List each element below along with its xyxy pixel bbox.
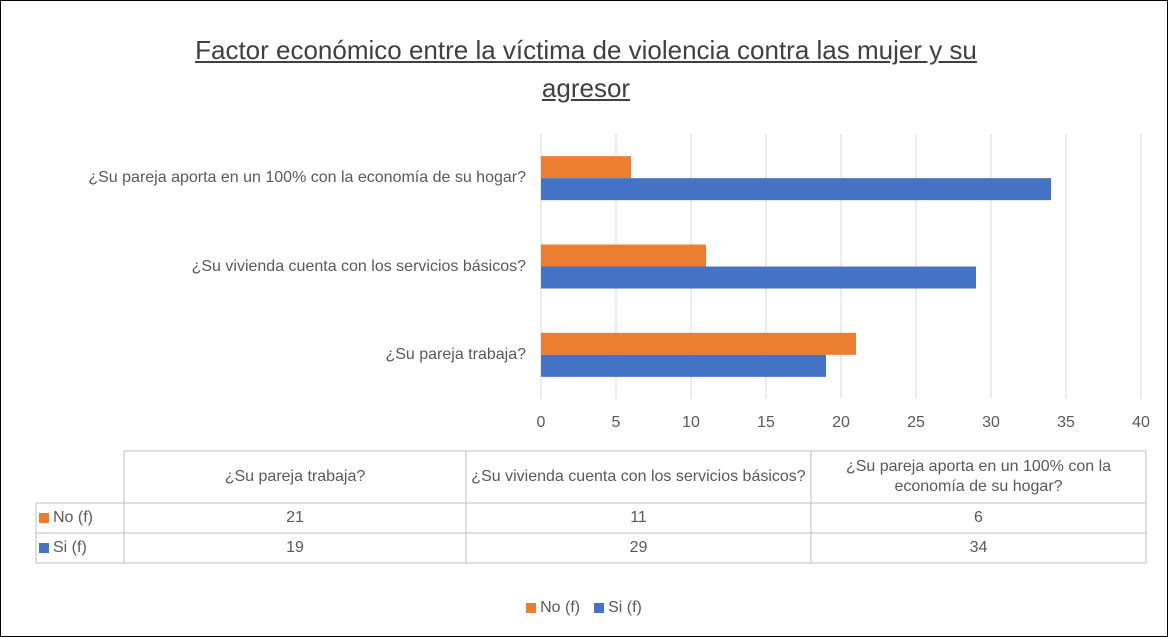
legend-label: Si (f)	[608, 599, 642, 616]
legend-label: No (f)	[540, 599, 581, 616]
table-header: ¿Su pareja trabaja?	[224, 468, 366, 485]
legend-swatch	[39, 543, 49, 553]
x-tick-label: 30	[982, 414, 1000, 431]
x-tick-label: 10	[682, 414, 700, 431]
legend-item: Si (f)	[594, 598, 642, 618]
x-tick-label: 35	[1057, 414, 1075, 431]
legend-swatch	[39, 513, 49, 523]
table-value: 19	[286, 539, 304, 556]
chart-title: Factor económico entre la víctima de vio…	[195, 35, 977, 103]
series-name: No (f)	[53, 509, 93, 526]
legend-swatch	[526, 603, 537, 613]
x-tick-label: 20	[832, 414, 850, 431]
bar	[541, 244, 706, 267]
x-tick-label: 40	[1132, 414, 1150, 431]
bar	[541, 178, 1051, 201]
table-row-label: Si (f)	[39, 533, 124, 563]
bar	[541, 354, 826, 377]
x-tick-label: 25	[907, 414, 925, 431]
series-name: Si (f)	[53, 539, 87, 556]
y-tick-label: ¿Su vivienda cuenta con los servicios bá…	[191, 257, 526, 275]
table-value: 11	[630, 509, 647, 526]
x-tick-label: 15	[757, 414, 775, 431]
x-tick-label: 0	[537, 414, 546, 431]
bar	[541, 156, 631, 179]
table-value: 21	[286, 509, 304, 526]
y-tick-label: ¿Su pareja aporta en un 100% con la econ…	[88, 169, 526, 187]
legend: No (f) Si (f)	[381, 597, 787, 619]
table-header: ¿Su pareja aporta en un 100% con la econ…	[845, 458, 1112, 495]
bar	[541, 332, 856, 355]
table-row-label: No (f)	[39, 503, 124, 533]
y-tick-label: ¿Su pareja trabaja?	[385, 345, 526, 363]
table-header: ¿Su vivienda cuenta con los servicios bá…	[471, 468, 806, 485]
legend-swatch	[594, 603, 605, 613]
table-value: 34	[969, 539, 988, 556]
legend-item: No (f)	[526, 598, 580, 618]
table-value: 6	[974, 509, 983, 526]
table-value: 29	[629, 539, 648, 556]
bar	[541, 266, 976, 289]
x-tick-label: 5	[612, 414, 621, 431]
